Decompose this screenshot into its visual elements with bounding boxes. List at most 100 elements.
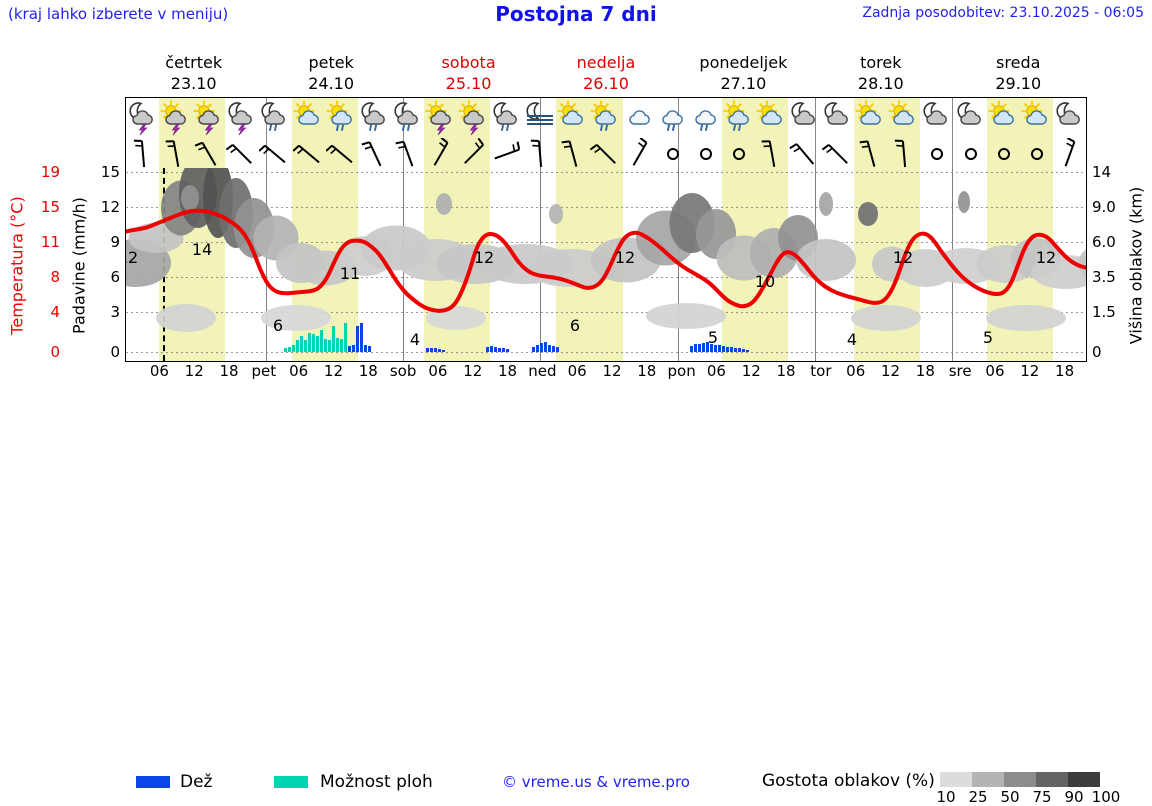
weather-icon-sun-storm xyxy=(458,99,490,137)
x-tick-sob: sob xyxy=(390,362,417,380)
cloud-density-legend-title: Gostota oblakov (%) xyxy=(762,771,935,791)
precipitation-tick-2: 9 xyxy=(92,233,120,251)
cloud-density-step-1 xyxy=(972,772,1004,787)
x-tick-06: 06 xyxy=(846,362,865,380)
day-name: nedelja xyxy=(537,52,674,73)
temperature-tick-5: 0 xyxy=(30,343,60,361)
cloud-density-color-scale xyxy=(940,772,1100,787)
wind-barb-calm xyxy=(1021,138,1053,168)
x-tick-ned: ned xyxy=(528,362,556,380)
last-update-text: Zadnja posodobitev: 23.10.2025 - 06:05 xyxy=(862,5,1144,21)
wind-barb xyxy=(293,138,325,168)
cloud-density-label-10: 10 xyxy=(936,788,955,806)
showers-legend-label: Možnost ploh xyxy=(320,772,433,792)
wind-barb xyxy=(855,138,887,168)
meteogram-chart-area[interactable]: 1214611412612510412512 xyxy=(126,168,1086,361)
temperature-tick-4: 4 xyxy=(30,303,60,321)
day-date: 27.10 xyxy=(675,73,812,94)
cloud-density-label-50: 50 xyxy=(1000,788,1019,806)
copyright-link[interactable]: © vreme.us & vreme.pro xyxy=(502,773,690,791)
x-tick-18: 18 xyxy=(777,362,796,380)
temperature-curve xyxy=(126,168,1086,361)
cloud-height-tick-4: 1.5 xyxy=(1092,303,1128,321)
weather-icon-night-cloud xyxy=(789,99,821,137)
day-name: torek xyxy=(812,52,949,73)
temperature-tick-3: 8 xyxy=(30,268,60,286)
day-name: sobota xyxy=(400,52,537,73)
weather-icon-sun-shower xyxy=(723,99,755,137)
temperature-value-label: 12 xyxy=(615,248,635,267)
temperature-value-label: 5 xyxy=(983,328,993,347)
wind-barb xyxy=(789,138,821,168)
wind-barb xyxy=(160,138,192,168)
cloud-density-label-25: 25 xyxy=(968,788,987,806)
weather-icon-cloud-rain xyxy=(690,99,722,137)
wind-barb xyxy=(193,138,225,168)
wind-barb xyxy=(326,138,358,168)
wind-barb xyxy=(259,138,291,168)
weather-icon-sun-rain xyxy=(326,99,358,137)
x-tick-pon: pon xyxy=(668,362,696,380)
day-name: petek xyxy=(262,52,399,73)
x-tick-06: 06 xyxy=(289,362,308,380)
cloud-density-step-3 xyxy=(1036,772,1068,787)
precipitation-tick-5: 0 xyxy=(92,343,120,361)
weather-icon-night-cloud xyxy=(921,99,953,137)
x-tick-12: 12 xyxy=(324,362,343,380)
cloud-height-tick-5: 0 xyxy=(1092,343,1128,361)
x-tick-tor: tor xyxy=(810,362,831,380)
precipitation-axis-title-label: Padavine (mm/h) xyxy=(70,183,89,349)
day-date: 26.10 xyxy=(537,73,674,94)
x-tick-18: 18 xyxy=(916,362,935,380)
temperature-value-label: 4 xyxy=(410,330,420,349)
day-name: sreda xyxy=(950,52,1087,73)
x-tick-18: 18 xyxy=(1055,362,1074,380)
temperature-value-label: 5 xyxy=(708,328,718,347)
weather-icon-sun-cloud xyxy=(888,99,920,137)
precipitation-axis-title: Padavine (mm/h) xyxy=(66,170,90,360)
x-tick-06: 06 xyxy=(428,362,447,380)
x-tick-12: 12 xyxy=(881,362,900,380)
wind-barb-calm xyxy=(723,138,755,168)
cloud-height-tick-2: 6.0 xyxy=(1092,233,1128,251)
weather-icon-night-rain xyxy=(259,99,291,137)
temperature-tick-1: 15 xyxy=(30,198,60,216)
wind-barb xyxy=(624,138,656,168)
wind-barb-calm xyxy=(921,138,953,168)
wind-barb xyxy=(1054,138,1086,168)
x-tick-12: 12 xyxy=(185,362,204,380)
wind-barb xyxy=(226,138,258,168)
day-date: 24.10 xyxy=(262,73,399,94)
wind-barb-row xyxy=(126,138,1086,168)
cloud-height-tick-3: 3.5 xyxy=(1092,268,1128,286)
cloud-density-step-4 xyxy=(1068,772,1100,787)
x-tick-18: 18 xyxy=(219,362,238,380)
weather-icon-night-storm xyxy=(226,99,258,137)
cloud-height-tick-1: 9.0 xyxy=(1092,198,1128,216)
weather-icon-sun-cloud xyxy=(1021,99,1053,137)
temperature-value-label: 12 xyxy=(126,248,138,267)
weather-icon-row xyxy=(126,98,1086,138)
weather-icon-night-rain xyxy=(491,99,523,137)
wind-barb-calm xyxy=(690,138,722,168)
temperature-value-label: 12 xyxy=(1036,248,1056,267)
precipitation-tick-1: 12 xyxy=(92,198,120,216)
day-date: 28.10 xyxy=(812,73,949,94)
weather-icon-night-cloud xyxy=(1054,99,1086,137)
rain-legend-label: Dež xyxy=(180,772,212,792)
weather-icon-cloud xyxy=(624,99,656,137)
cloud-density-label-90: 90 xyxy=(1064,788,1083,806)
x-tick-06: 06 xyxy=(568,362,587,380)
wind-barb-calm xyxy=(988,138,1020,168)
x-tick-12: 12 xyxy=(602,362,621,380)
day-date: 29.10 xyxy=(950,73,1087,94)
x-tick-18: 18 xyxy=(498,362,517,380)
x-tick-18: 18 xyxy=(359,362,378,380)
weather-icon-sun-cloud xyxy=(293,99,325,137)
wind-barb xyxy=(458,138,490,168)
